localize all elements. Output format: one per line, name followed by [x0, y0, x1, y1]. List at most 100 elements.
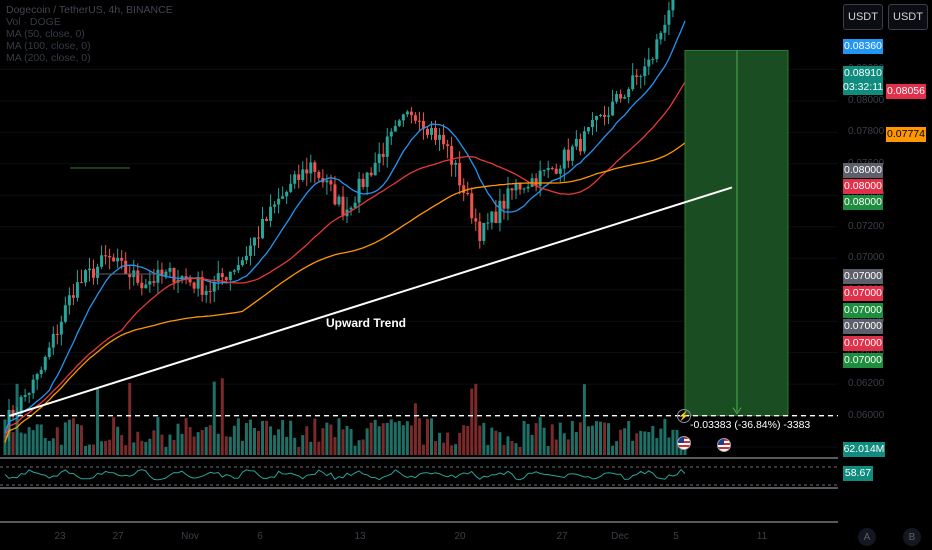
us-flag-icon[interactable] [717, 438, 731, 452]
volume-bar [108, 439, 112, 455]
volume-bar [285, 436, 289, 455]
volume-bar [655, 438, 659, 455]
currency-button[interactable]: USDT [888, 4, 928, 30]
candle [667, 10, 671, 25]
bolt-icon[interactable]: ⚡ [677, 409, 691, 423]
candle [325, 180, 329, 183]
candle [289, 183, 293, 192]
volume-bar [92, 444, 96, 455]
candle [180, 276, 184, 280]
legend-symbol[interactable]: Dogecoin / TetherUS, 4h, BINANCE [6, 4, 173, 16]
volume-bar [305, 426, 309, 455]
volume-bar [594, 421, 598, 455]
volume-bar [156, 417, 160, 455]
volume-bar [224, 436, 228, 455]
candle [83, 270, 87, 283]
volume-bar [434, 441, 438, 455]
volume-label: 62.014M [843, 442, 885, 457]
candle [19, 396, 23, 413]
currency-button[interactable]: USDT [843, 4, 883, 30]
candle [643, 66, 647, 77]
candle [365, 172, 369, 187]
candle [136, 270, 140, 283]
trend-label[interactable]: Upward Trend [326, 316, 407, 330]
volume-bar [325, 422, 329, 455]
volume-bar [514, 443, 518, 455]
volume-bar [421, 444, 425, 455]
candle [265, 218, 269, 221]
candle [71, 295, 75, 298]
volume-bar [200, 429, 204, 455]
candle [594, 116, 598, 120]
candle [104, 255, 108, 257]
candle [526, 186, 530, 189]
candle [47, 347, 51, 357]
legend-ma100[interactable]: MA (100, close, 0) [6, 40, 91, 52]
volume-bar [393, 422, 397, 455]
candle [413, 115, 417, 121]
candle [236, 265, 240, 271]
volume-bar [55, 427, 59, 455]
candle [39, 369, 43, 374]
time-tick: 11 [756, 531, 768, 542]
candle [55, 333, 59, 335]
volume-bar [51, 438, 55, 455]
candle [623, 96, 627, 99]
candle [244, 255, 248, 261]
candle [611, 101, 615, 116]
volume-bar [506, 436, 510, 455]
volume-bar [361, 439, 365, 455]
b-button[interactable]: B [903, 528, 921, 546]
level-label: 0.07000 [843, 336, 883, 351]
candle [542, 170, 546, 172]
volume-bar [369, 422, 373, 455]
volume-bar [494, 430, 498, 455]
volume-bar [75, 424, 79, 455]
price-tick: 0.07800 [848, 126, 885, 138]
level-label: 0.07000 [843, 303, 883, 318]
volume-bar [397, 421, 401, 455]
candle [627, 89, 631, 97]
volume-bar [599, 421, 603, 455]
candle [558, 168, 562, 174]
volume-bar [667, 437, 671, 455]
candle [550, 167, 554, 169]
volume-bar [542, 427, 546, 455]
time-tick: 5 [673, 531, 679, 542]
volume-bar [365, 428, 369, 455]
candle [96, 266, 100, 278]
candle [317, 171, 321, 178]
volume-bar [96, 388, 100, 455]
legend-ma50[interactable]: MA (50, close, 0) [6, 28, 85, 40]
candle [87, 268, 91, 271]
legend-volume[interactable]: Vol · DOGE [6, 16, 61, 28]
candle [172, 268, 176, 283]
volume-bar [313, 418, 317, 455]
volume-bar [425, 418, 429, 455]
auto-scale-button[interactable]: A [858, 528, 876, 546]
candle [385, 136, 389, 157]
oscillator-line [4, 468, 686, 481]
chart-legend: Dogecoin / TetherUS, 4h, BINANCE Vol · D… [6, 4, 173, 64]
volume-bar [405, 421, 409, 455]
candle [148, 281, 152, 285]
volume-bar [639, 430, 643, 455]
candle [212, 281, 216, 292]
us-flag-icon[interactable] [677, 436, 691, 450]
legend-ma200[interactable]: MA (200, close, 0) [6, 52, 91, 64]
volume-bar [240, 440, 244, 455]
candle [269, 206, 273, 221]
time-tick: Dec [611, 531, 629, 542]
candle [188, 278, 192, 283]
candle [329, 180, 333, 185]
upward-trend-line [9, 186, 733, 417]
volume-bar [31, 430, 35, 455]
candle [361, 178, 365, 187]
drawings[interactable] [0, 49, 838, 417]
volume-bar [558, 422, 562, 455]
volume-bar [675, 429, 679, 455]
level-label: 0.08000 [843, 195, 883, 210]
volume-bar [172, 439, 176, 455]
volume-bar [466, 425, 470, 455]
